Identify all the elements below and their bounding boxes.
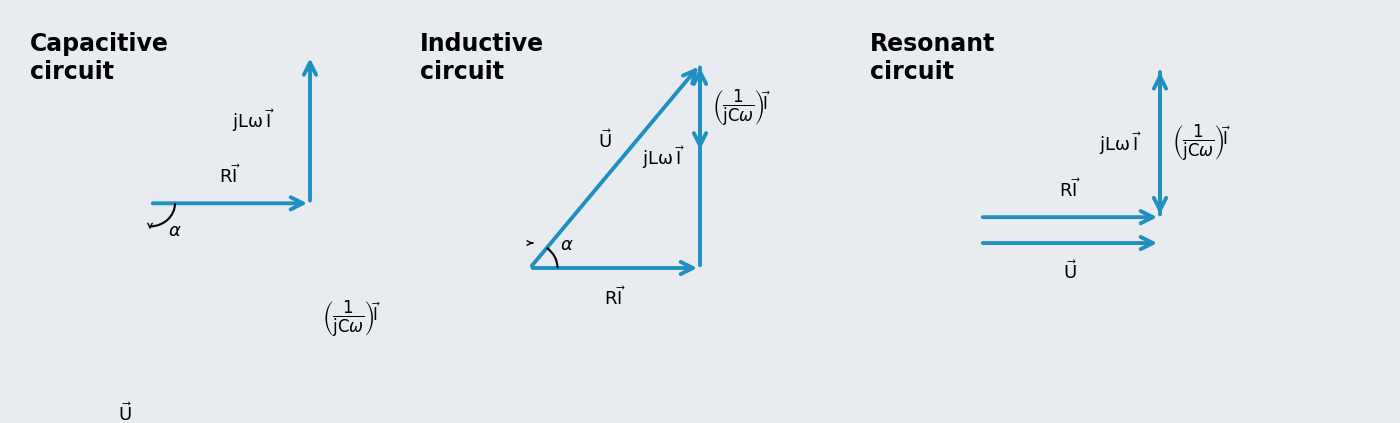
Text: $\mathregular{jL\omega}\,\vec{\mathregular{I}}$: $\mathregular{jL\omega}\,\vec{\mathregul… bbox=[1099, 130, 1142, 157]
Text: $\left(\dfrac{1}{\mathregular{jC}\omega}\right)\!\vec{\mathregular{I}}$: $\left(\dfrac{1}{\mathregular{jC}\omega}… bbox=[1172, 123, 1231, 163]
Text: Resonant
circuit: Resonant circuit bbox=[869, 32, 995, 84]
Text: $\mathregular{R}\vec{\mathregular{I}}$: $\mathregular{R}\vec{\mathregular{I}}$ bbox=[1058, 178, 1081, 201]
Text: Inductive
circuit: Inductive circuit bbox=[420, 32, 545, 84]
Text: Capacitive
circuit: Capacitive circuit bbox=[29, 32, 169, 84]
Text: $\left(\dfrac{1}{\mathregular{jC}\omega}\right)\!\vec{\mathregular{I}}$: $\left(\dfrac{1}{\mathregular{jC}\omega}… bbox=[322, 299, 381, 339]
Text: $\alpha$: $\alpha$ bbox=[560, 236, 574, 254]
Text: $\mathregular{R}\vec{\mathregular{I}}$: $\mathregular{R}\vec{\mathregular{I}}$ bbox=[218, 164, 241, 187]
Text: $\mathregular{jL\omega}\,\vec{\mathregular{I}}$: $\mathregular{jL\omega}\,\vec{\mathregul… bbox=[643, 144, 685, 170]
Text: $\left(\dfrac{1}{\mathregular{jC}\omega}\right)\!\vec{\mathregular{I}}$: $\left(\dfrac{1}{\mathregular{jC}\omega}… bbox=[713, 88, 771, 128]
Text: $\mathregular{R}\vec{\mathregular{I}}$: $\mathregular{R}\vec{\mathregular{I}}$ bbox=[603, 286, 626, 309]
Text: $\vec{\mathregular{U}}$: $\vec{\mathregular{U}}$ bbox=[1063, 260, 1077, 283]
Text: $\alpha$: $\alpha$ bbox=[168, 222, 182, 240]
Text: $\mathregular{jL\omega}\,\vec{\mathregular{I}}$: $\mathregular{jL\omega}\,\vec{\mathregul… bbox=[232, 107, 274, 134]
Text: $\vec{\mathregular{U}}$: $\vec{\mathregular{U}}$ bbox=[118, 402, 132, 423]
Text: $\vec{\mathregular{U}}$: $\vec{\mathregular{U}}$ bbox=[598, 129, 612, 152]
